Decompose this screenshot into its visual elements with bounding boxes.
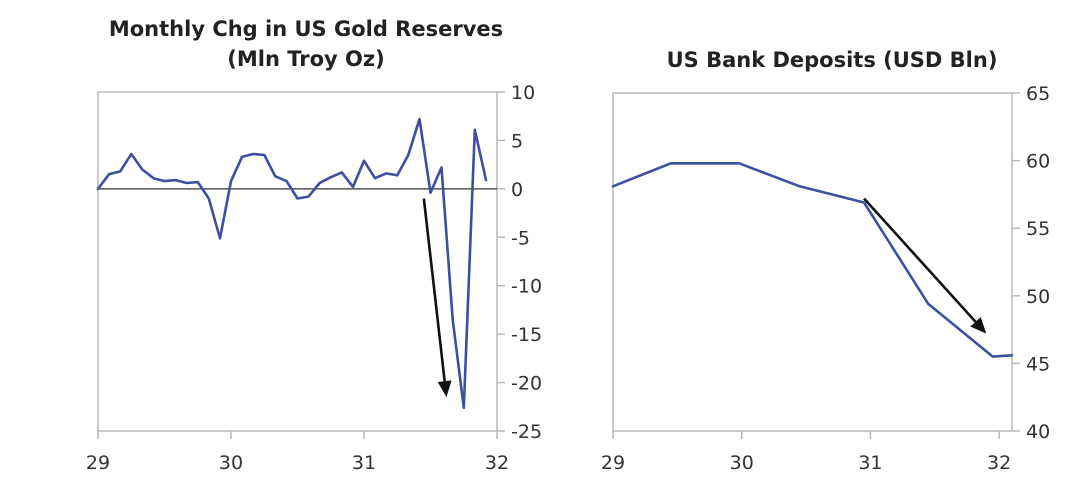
bank-y-tick-label: 65 — [1026, 83, 1050, 105]
gold-y-tick-label: 5 — [511, 130, 523, 152]
gold-y-tick-label: -20 — [511, 373, 542, 395]
gold-y-tick-label: 0 — [511, 179, 523, 201]
bank-trend-arrow — [863, 197, 977, 323]
gold-y-tick-label: -25 — [511, 421, 542, 443]
bank-y-tick-label: 60 — [1026, 151, 1050, 173]
bank-y-tick-label: 45 — [1026, 353, 1050, 375]
bank-deposits-chart: US Bank Deposits (USD Bln) 65 60 55 50 45 40 2… — [560, 0, 1080, 503]
gold-x-tick-label: 30 — [219, 452, 243, 474]
gold-chart-title-line-1: Monthly Chg in US Gold Reserves — [108, 17, 504, 41]
gold-x-tick-label: 32 — [485, 452, 509, 474]
gold-y-tick-label: -5 — [511, 227, 530, 249]
gold-x-tick-label: 31 — [352, 452, 376, 474]
bank-series-line — [611, 162, 1014, 358]
bank-y-tick-label: 55 — [1026, 218, 1050, 240]
bank-y-tick-label: 40 — [1026, 421, 1050, 443]
gold-y-tick-label: -15 — [511, 324, 542, 346]
bank-chart-svg: 65 60 55 50 45 40 29 30 31 32 — [601, 83, 1050, 474]
gold-y-tick-label: 10 — [511, 82, 535, 104]
bank-x-tick-label: 30 — [730, 452, 754, 474]
gold-series-line — [96, 117, 488, 410]
gold-reserves-chart: Monthly Chg in US Gold Reserves (Mln Tro… — [86, 14, 542, 474]
gold-y-tick-label: -10 — [511, 276, 542, 298]
bank-plot-frame — [612, 92, 1013, 432]
gold-trend-arrow-head — [437, 380, 452, 398]
bank-x-tick-label: 32 — [987, 452, 1011, 474]
bank-y-tick-label: 50 — [1026, 286, 1050, 308]
bank-trend-arrow-head — [970, 317, 987, 334]
gold-plot-frame — [97, 91, 498, 432]
gold-chart-title-line-2: (Mln Troy Oz) — [227, 47, 385, 71]
gold-x-tick-label: 29 — [86, 452, 110, 474]
gold-chart-title: Monthly Chg in US Gold Reserves (Mln Tro… — [96, 14, 516, 74]
bank-x-tick-label: 31 — [858, 452, 882, 474]
bank-x-tick-label: 29 — [601, 452, 625, 474]
bank-chart-title: US Bank Deposits (USD Bln) — [666, 48, 998, 72]
gold-trend-arrow — [422, 198, 446, 382]
gold-chart-svg: 10 5 0 -5 -10 -15 -20 -25 29 30 31 32 — [86, 82, 542, 474]
